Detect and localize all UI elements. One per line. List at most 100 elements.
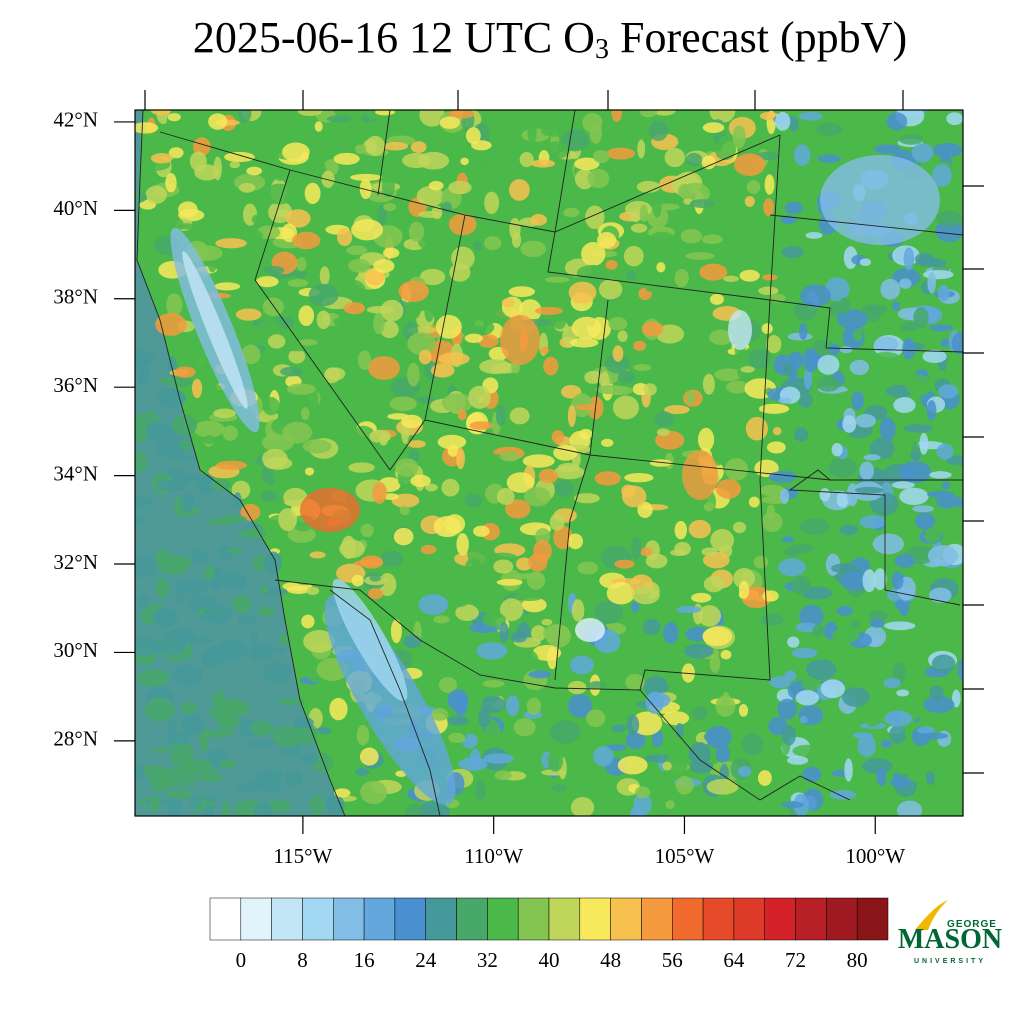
field-blob — [903, 247, 915, 271]
field-blob — [297, 110, 323, 117]
field-blob — [302, 439, 332, 454]
colorbar-label: 72 — [785, 948, 806, 972]
field-blob — [456, 533, 469, 556]
field-blob — [368, 588, 384, 600]
field-blob — [545, 624, 572, 648]
field-blob — [473, 525, 490, 537]
field-blob — [153, 747, 171, 754]
field-blob — [733, 153, 766, 176]
field-blob — [709, 110, 736, 123]
field-blob — [702, 373, 715, 395]
field-blob — [447, 444, 459, 457]
border — [639, 689, 851, 801]
field-blob — [924, 713, 948, 729]
field-blob — [592, 149, 610, 164]
field-blob — [836, 309, 868, 330]
field-blob — [469, 748, 481, 769]
field-blob — [800, 284, 832, 307]
field-blob — [640, 766, 657, 785]
field-blob — [468, 385, 491, 409]
field-blob — [927, 271, 936, 294]
field-blob — [641, 321, 664, 337]
colorbar: 0 8 16 24 32 40 48 56 64 72 80 — [209, 897, 889, 972]
field-blob — [322, 475, 341, 486]
field-blob — [839, 524, 858, 536]
field-blob — [612, 395, 640, 420]
field-blob — [301, 614, 315, 629]
field-blob — [701, 234, 723, 245]
field-blob — [873, 336, 899, 352]
field-blob — [802, 766, 822, 782]
field-blob — [262, 662, 292, 684]
field-blob — [639, 547, 653, 556]
field-blob — [630, 210, 642, 223]
field-blob — [914, 252, 935, 266]
field-blob — [408, 221, 425, 242]
colorbar-box — [456, 897, 488, 941]
field-blob — [309, 551, 326, 559]
field-blob — [197, 478, 217, 495]
field-blob — [499, 622, 509, 643]
field-blob — [520, 240, 547, 258]
field-blob — [927, 601, 957, 624]
field-blob — [798, 322, 808, 340]
colorbar-box — [548, 897, 581, 941]
field-blob — [187, 356, 208, 368]
field-blob — [880, 278, 901, 300]
field-blob — [740, 287, 757, 296]
field-blob — [348, 462, 375, 473]
field-blob — [274, 209, 291, 218]
field-blob — [251, 213, 270, 226]
field-blob — [779, 488, 790, 505]
field-blob — [150, 110, 172, 116]
field-blob — [549, 513, 565, 531]
field-blob — [379, 533, 388, 546]
field-blob — [575, 618, 605, 642]
field-blob — [262, 449, 288, 469]
field-blob — [940, 338, 951, 348]
field-blob — [478, 453, 505, 462]
field-blob — [410, 474, 431, 488]
field-blob — [135, 463, 145, 472]
field-blob — [250, 721, 275, 737]
field-blob — [526, 697, 542, 716]
field-blob — [215, 460, 247, 470]
field-blob — [902, 338, 916, 360]
field-blob — [893, 397, 916, 413]
state-border — [254, 169, 391, 471]
field-blob — [535, 528, 551, 545]
field-blob — [330, 421, 350, 444]
field-blob — [369, 574, 382, 582]
field-blob — [389, 396, 417, 412]
field-blob — [892, 268, 921, 288]
field-blob — [425, 483, 438, 492]
field-blob — [801, 676, 821, 691]
field-blob — [709, 329, 734, 346]
field-blob — [288, 349, 306, 364]
field-blob — [407, 362, 420, 387]
field-blob — [319, 266, 330, 286]
field-blob — [762, 274, 778, 281]
state-border — [769, 214, 963, 236]
colorbar-label: 64 — [723, 948, 745, 972]
field-blob — [799, 604, 824, 628]
field-blob — [740, 366, 755, 373]
lat-label: 28°N — [53, 727, 98, 751]
field-blob — [636, 180, 661, 193]
field-blob — [701, 155, 716, 170]
field-blob — [917, 726, 935, 735]
field-blob — [261, 490, 279, 502]
field-blob — [738, 580, 750, 599]
field-blob — [407, 440, 427, 448]
field-blob — [174, 366, 196, 378]
field-blob — [135, 191, 148, 204]
lat-label: 36°N — [53, 373, 98, 397]
field-blob — [637, 501, 653, 519]
field-blob — [680, 228, 703, 244]
field-blob — [199, 768, 220, 776]
field-blob — [425, 437, 436, 460]
field-blob — [585, 205, 605, 230]
field-blob — [493, 559, 514, 574]
field-blob — [401, 414, 423, 429]
field-blob — [726, 380, 749, 394]
